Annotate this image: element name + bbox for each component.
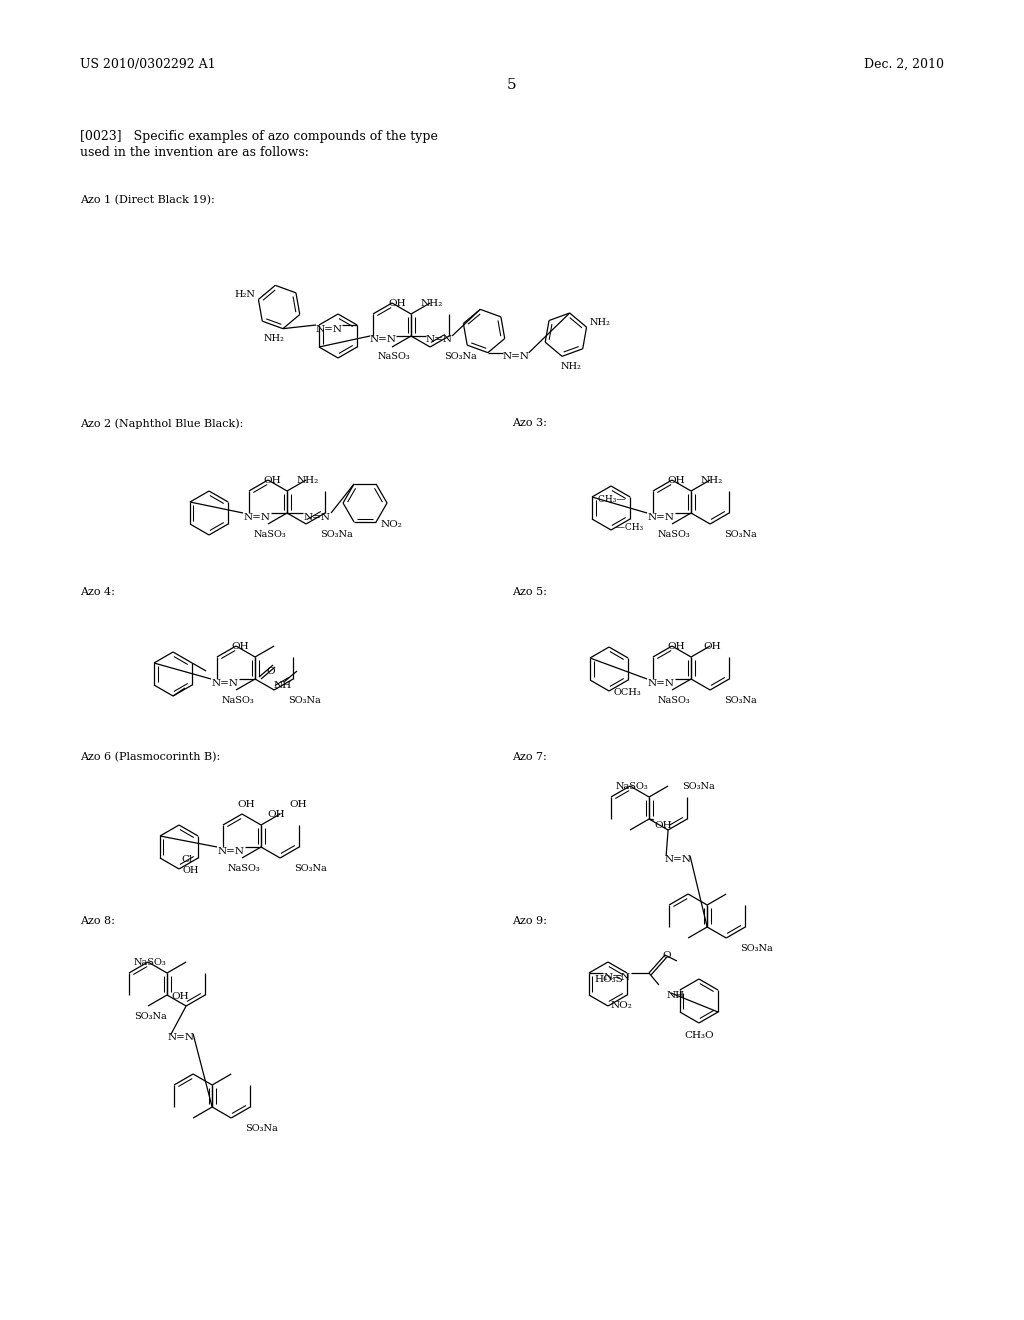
Text: used in the invention are as follows:: used in the invention are as follows:	[80, 147, 309, 158]
Text: Azo 6 (Plasmocorinth B):: Azo 6 (Plasmocorinth B):	[80, 752, 220, 763]
Text: OH: OH	[668, 477, 685, 484]
Text: NH₂: NH₂	[297, 477, 319, 484]
Text: SO₃Na: SO₃Na	[740, 944, 773, 953]
Text: NaSO₃: NaSO₃	[228, 865, 261, 873]
Text: Azo 4:: Azo 4:	[80, 587, 115, 597]
Text: SO₃Na: SO₃Na	[288, 696, 321, 705]
Text: OH: OH	[290, 800, 307, 809]
Text: OH: OH	[171, 993, 188, 1001]
Text: Azo 2 (Naphthol Blue Black):: Azo 2 (Naphthol Blue Black):	[80, 418, 244, 429]
Text: NH₂: NH₂	[560, 362, 582, 371]
Text: N=N: N=N	[603, 973, 631, 982]
Text: O: O	[266, 667, 275, 676]
Text: NH: NH	[667, 991, 685, 1001]
Text: NaSO₃: NaSO₃	[254, 531, 287, 539]
Text: SO₃Na: SO₃Na	[444, 352, 477, 360]
Text: NO₂: NO₂	[380, 520, 402, 529]
Text: N=N: N=N	[315, 325, 343, 334]
Text: NaSO₃: NaSO₃	[658, 531, 691, 539]
Text: Azo 3:: Azo 3:	[512, 418, 547, 428]
Text: SO₃Na: SO₃Na	[321, 531, 353, 539]
Text: NH₂: NH₂	[421, 300, 443, 308]
Text: NaSO₃: NaSO₃	[222, 696, 255, 705]
Text: [0023]   Specific examples of azo compounds of the type: [0023] Specific examples of azo compound…	[80, 129, 438, 143]
Text: Dec. 2, 2010: Dec. 2, 2010	[864, 58, 944, 71]
Text: OH: OH	[238, 800, 255, 809]
Text: OCH₃: OCH₃	[613, 688, 641, 697]
Text: NH₂: NH₂	[263, 334, 285, 343]
Text: OH: OH	[703, 642, 721, 651]
Text: OH: OH	[267, 810, 285, 818]
Text: SO₃Na: SO₃Na	[724, 696, 757, 705]
Text: N=N: N=N	[503, 352, 529, 362]
Text: Azo 1 (Direct Black 19):: Azo 1 (Direct Black 19):	[80, 195, 215, 206]
Text: OH: OH	[263, 477, 281, 484]
Text: Cl: Cl	[181, 855, 194, 865]
Text: NH: NH	[273, 681, 291, 690]
Text: H₂N: H₂N	[234, 290, 255, 300]
Text: N=N: N=N	[217, 846, 245, 855]
Text: NaSO₃: NaSO₃	[378, 352, 411, 360]
Text: NH₂: NH₂	[701, 477, 723, 484]
Text: Azo 9:: Azo 9:	[512, 916, 547, 927]
Text: 5: 5	[507, 78, 517, 92]
Text: Azo 8:: Azo 8:	[80, 916, 115, 927]
Text: N=N: N=N	[647, 678, 675, 688]
Text: SO₃Na: SO₃Na	[294, 865, 327, 873]
Text: N=N: N=N	[370, 335, 396, 345]
Text: N=N: N=N	[212, 678, 239, 688]
Text: Azo 5:: Azo 5:	[512, 587, 547, 597]
Text: N=N: N=N	[244, 512, 270, 521]
Text: O: O	[663, 950, 672, 960]
Text: CH₃—: CH₃—	[598, 495, 628, 504]
Text: N=N: N=N	[303, 512, 331, 521]
Text: OH: OH	[654, 821, 672, 830]
Text: CH₃O: CH₃O	[684, 1031, 714, 1040]
Text: SO₃Na: SO₃Na	[724, 531, 757, 539]
Text: NaSO₃: NaSO₃	[134, 958, 167, 968]
Text: OH: OH	[388, 300, 406, 308]
Text: —CH₃: —CH₃	[613, 523, 643, 532]
Text: NO₂: NO₂	[611, 1001, 633, 1010]
Text: OH: OH	[182, 866, 199, 875]
Text: Azo 7:: Azo 7:	[512, 752, 547, 762]
Text: SO₃Na: SO₃Na	[134, 1012, 167, 1020]
Text: OH: OH	[231, 642, 249, 651]
Text: SO₃Na: SO₃Na	[245, 1125, 278, 1133]
Text: US 2010/0302292 A1: US 2010/0302292 A1	[80, 58, 216, 71]
Text: N=N: N=N	[647, 512, 675, 521]
Text: N=N: N=N	[168, 1034, 195, 1043]
Text: OH: OH	[668, 642, 685, 651]
Text: NaSO₃: NaSO₃	[658, 696, 691, 705]
Text: N=N: N=N	[426, 335, 453, 345]
Text: NaSO₃: NaSO₃	[616, 781, 649, 791]
Text: NH₂: NH₂	[590, 318, 610, 326]
Text: HO₃S: HO₃S	[594, 975, 623, 983]
Text: N=N: N=N	[665, 855, 691, 865]
Text: SO₃Na: SO₃Na	[682, 781, 715, 791]
